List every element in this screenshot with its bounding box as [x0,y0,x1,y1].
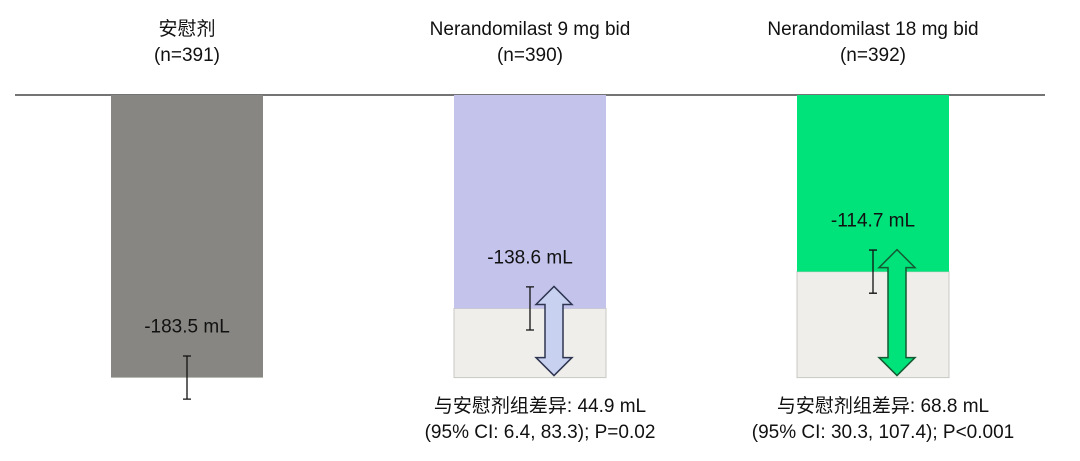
error-bar [526,286,534,331]
error-bar [869,249,877,294]
bar [797,95,949,272]
category-note: (n=391) [154,45,220,66]
value-label: -138.6 mL [487,247,573,268]
difference-note: (95% CI: 30.3, 107.4); P<0.001 [752,422,1014,443]
error-bar [183,355,191,400]
bar [111,95,263,378]
bar [454,95,606,309]
category-label: Nerandomilast 9 mg bid [430,19,631,40]
category-note: (n=392) [840,45,906,66]
difference-note: 与安慰剂组差异: 68.8 mL [777,395,989,417]
category-note: (n=390) [497,45,563,66]
value-label: -114.7 mL [831,211,915,232]
difference-arrow [877,248,917,377]
difference-note: (95% CI: 6.4, 83.3); P=0.02 [425,422,656,443]
difference-note: 与安慰剂组差异: 44.9 mL [434,395,646,417]
category-label: Nerandomilast 18 mg bid [767,19,978,40]
value-label: -183.5 mL [144,317,230,338]
difference-arrow [534,285,574,377]
category-label: 安慰剂 [158,18,215,40]
